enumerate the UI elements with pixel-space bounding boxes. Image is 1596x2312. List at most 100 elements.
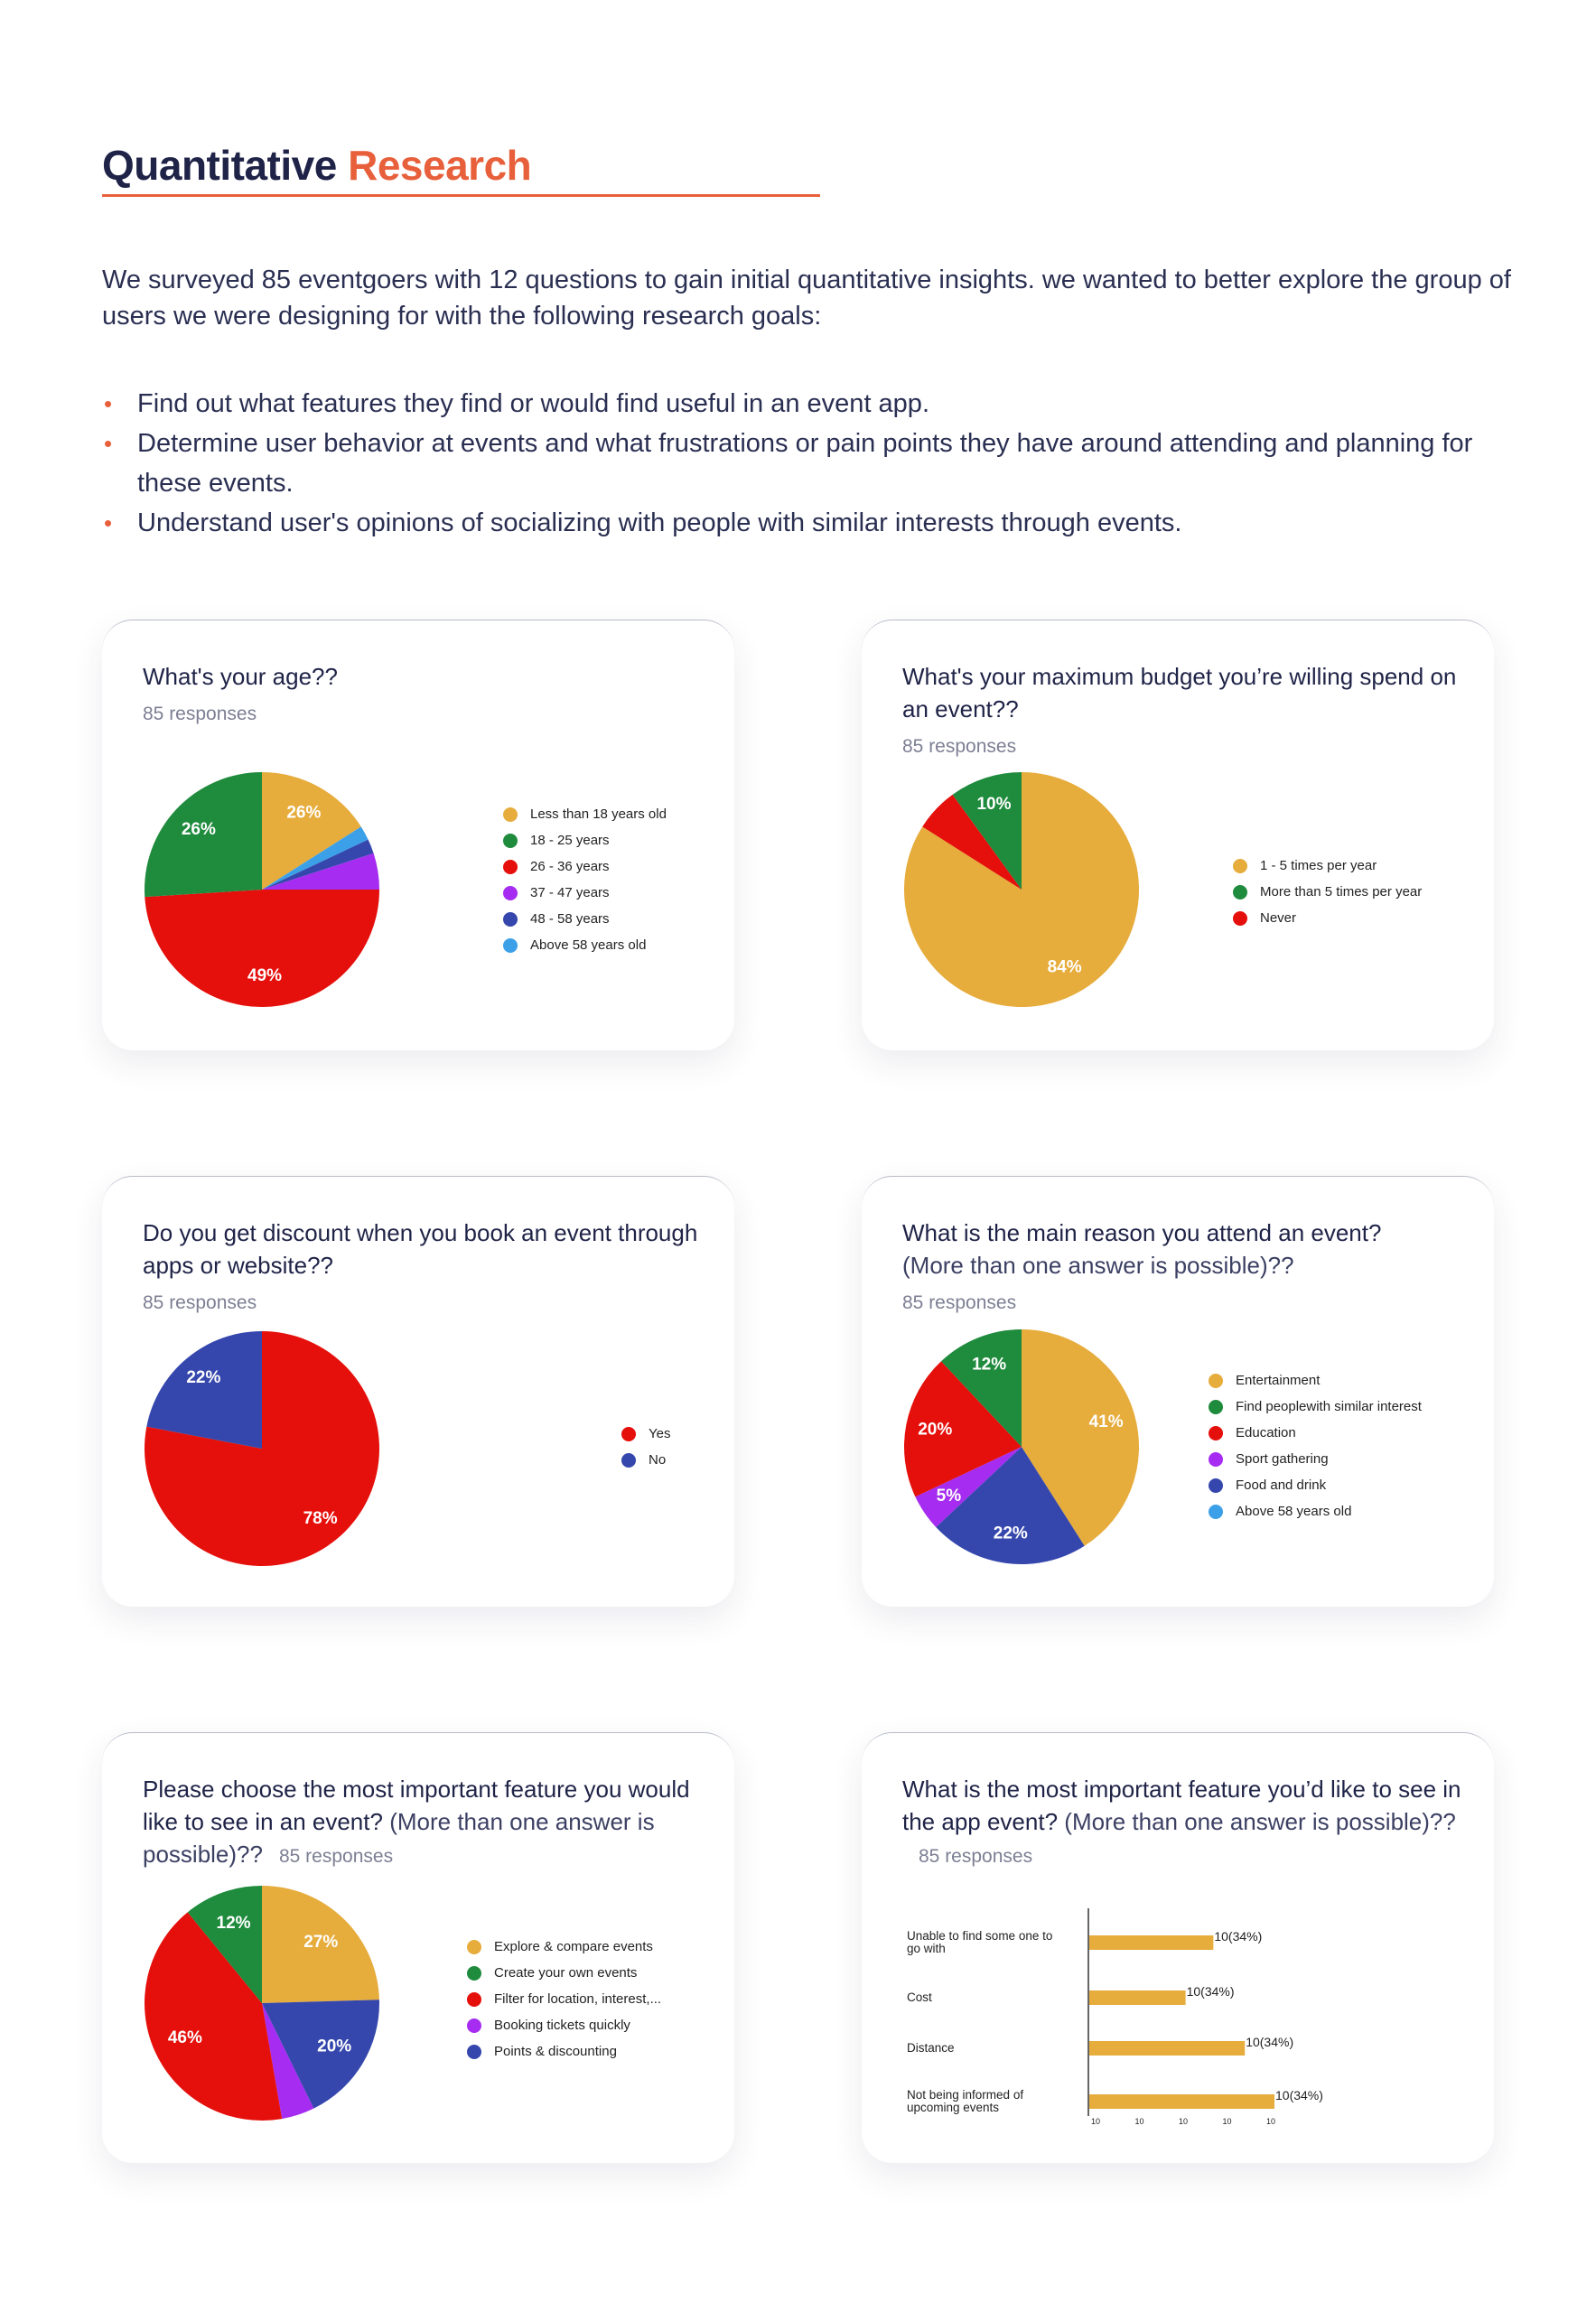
legend-swatch xyxy=(503,885,518,900)
pie-slice-above-58-years-old xyxy=(262,826,369,890)
pie-slice-less-than-18-years-old xyxy=(262,772,361,890)
legend-swatch xyxy=(1209,1399,1223,1414)
chart-title: Please choose the most important feature… xyxy=(143,1776,690,1835)
chart-legend: 1 - 5 times per year More than 5 times pe… xyxy=(1233,853,1422,931)
pie-data-label: 12% xyxy=(972,1355,1006,1374)
chart-question: What is the most important feature you’d… xyxy=(902,1773,1462,1873)
legend-label: 37 - 47 years xyxy=(530,885,610,900)
bar-category-label: Distance xyxy=(907,2041,955,2055)
legend-item: Entertainment xyxy=(1209,1367,1422,1394)
legend-label: Sport gathering xyxy=(1236,1451,1329,1467)
legend-swatch xyxy=(467,1939,481,1954)
legend-label: No xyxy=(649,1452,667,1468)
bar-not-being-informed-of-upcoming-events xyxy=(1089,2094,1274,2109)
pie-data-label: 27% xyxy=(303,1933,338,1952)
legend-swatch xyxy=(621,1426,636,1441)
bullet-icon: • xyxy=(104,430,113,457)
bar-category-label: Not being informed of upcoming events xyxy=(907,2088,1023,2114)
bar-value-label: 10(34%) xyxy=(1246,2035,1293,2049)
legend-item: 18 - 25 years xyxy=(503,827,667,853)
legend-item: Points & discounting xyxy=(467,2038,661,2065)
pie-data-label: 78% xyxy=(303,1509,338,1528)
x-tick-label: 10 xyxy=(1222,2117,1231,2126)
x-tick-label: 10 xyxy=(1091,2117,1100,2126)
legend-item: Booking tickets quickly xyxy=(467,2012,661,2038)
chart-question: Do you get discount when you book an eve… xyxy=(143,1217,703,1282)
page-title-main: Quantitative xyxy=(102,142,337,189)
chart-card-discount: Do you get discount when you book an eve… xyxy=(102,1176,734,1607)
legend-item: 37 - 47 years xyxy=(503,880,667,906)
legend-item: Create your own events xyxy=(467,1960,661,1986)
pie-slice-create-your-own-events xyxy=(187,1886,262,2003)
research-goals-list: • Find out what features they find or wou… xyxy=(102,384,1511,543)
features-pie-chart: 27% 20% 46% 12% xyxy=(144,1886,379,2121)
pie-slice-education xyxy=(904,1361,1022,1497)
legend-swatch xyxy=(1209,1373,1223,1388)
pie-data-label: 20% xyxy=(317,2037,351,2056)
page-title: Quantitative Research xyxy=(102,141,532,190)
response-count: 85 responses xyxy=(278,1846,394,1867)
legend-swatch xyxy=(503,911,518,927)
legend-label: Find peoplewith similar interest xyxy=(1236,1399,1422,1414)
legend-swatch xyxy=(1209,1478,1223,1493)
legend-label: Entertainment xyxy=(1236,1373,1321,1388)
legend-swatch xyxy=(1233,884,1247,900)
legend-item: Above 58 years old xyxy=(1209,1498,1422,1524)
pie-slice-26-36-years xyxy=(145,890,379,1007)
chart-title-note: (More than one answer is possible)?? xyxy=(902,1252,1294,1279)
pie-slice-more-than-5-times-per-year xyxy=(952,772,1022,890)
chart-title-note: (More than one answer is possible)?? xyxy=(143,1808,655,1868)
legend-item: Above 58 years old xyxy=(503,932,667,958)
pie-slice-filter-for-location-interest xyxy=(144,1912,283,2121)
bar-value-label: 10(34%) xyxy=(1275,2088,1323,2102)
legend-swatch xyxy=(467,2044,481,2059)
discount-pie-chart: 78% 22% xyxy=(144,1331,379,1566)
pie-slice-sport-gathering xyxy=(915,1447,1022,1527)
chart-card-reasons: What is the main reason you attend an ev… xyxy=(862,1176,1494,1607)
pie-data-label: 22% xyxy=(994,1524,1028,1543)
legend-swatch xyxy=(621,1452,636,1468)
pie-data-label: 12% xyxy=(217,1914,251,1933)
chart-title: What is the main reason you attend an ev… xyxy=(902,1219,1382,1246)
bar-value-label: 10(34%) xyxy=(1187,1984,1235,1999)
chart-title: Do you get discount when you book an eve… xyxy=(143,1219,698,1279)
legend-label: Less than 18 years old xyxy=(530,806,667,822)
chart-legend: Entertainment Find peoplewith similar int… xyxy=(1209,1367,1422,1524)
legend-swatch xyxy=(503,833,518,848)
research-goal-text: Determine user behavior at events and wh… xyxy=(137,429,1473,498)
chart-legend: Yes No xyxy=(621,1421,670,1473)
pie-slice-37-47-years xyxy=(262,853,379,890)
legend-swatch xyxy=(467,1991,481,2007)
legend-label: 48 - 58 years xyxy=(530,911,610,927)
legend-swatch xyxy=(503,806,518,822)
title-underline xyxy=(102,194,820,197)
pie-slice-find-peoplewith-similar-interest xyxy=(941,1329,1022,1447)
pie-slice-yes xyxy=(144,1331,379,1566)
legend-item: Sport gathering xyxy=(1209,1446,1422,1472)
research-goal-text: Find out what features they find or woul… xyxy=(137,389,929,418)
pie-data-label: 46% xyxy=(168,2028,202,2047)
chart-legend: Explore & compare events Create your own … xyxy=(467,1934,661,2065)
pie-data-label: 26% xyxy=(286,804,321,823)
chart-title: What is the most important feature you’d… xyxy=(902,1776,1461,1835)
app-features-bar-chart: 10(34%) Unable to find some one to go with… xyxy=(907,1908,1323,2126)
legend-item: No xyxy=(621,1447,670,1473)
pie-data-label: 20% xyxy=(918,1421,952,1440)
bullet-icon: • xyxy=(104,390,113,417)
legend-item: Never xyxy=(1233,905,1422,931)
chart-question: Please choose the most important feature… xyxy=(143,1773,703,1873)
research-goal-text: Understand user's opinions of socializin… xyxy=(137,508,1182,537)
legend-item: 1 - 5 times per year xyxy=(1233,853,1422,879)
legend-item: More than 5 times per year xyxy=(1233,879,1422,905)
legend-label: 18 - 25 years xyxy=(530,833,610,848)
bar-value-label: 10(34%) xyxy=(1214,1929,1262,1944)
legend-swatch xyxy=(503,859,518,874)
reasons-pie-chart: 41% 22% 5% 20% 12% xyxy=(904,1329,1139,1564)
x-tick-label: 10 xyxy=(1179,2117,1188,2126)
legend-item: Filter for location, interest,... xyxy=(467,1986,661,2012)
chart-question: What is the main reason you attend an ev… xyxy=(902,1217,1462,1282)
pie-data-label: 10% xyxy=(976,795,1011,814)
pie-slice-entertainment xyxy=(1022,1329,1139,1546)
legend-label: Yes xyxy=(649,1426,671,1441)
legend-label: Above 58 years old xyxy=(530,937,647,953)
